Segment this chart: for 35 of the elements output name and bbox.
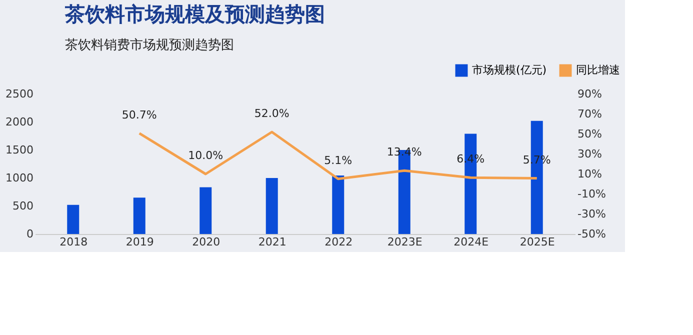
x-tick-label: 2024E — [454, 236, 489, 248]
x-tick-label: 2022 — [324, 236, 353, 248]
y2-tick-label: -50% — [578, 228, 606, 240]
x-tick-label: 2020 — [192, 236, 220, 248]
legend-label: 市场规模(亿元) — [472, 64, 547, 77]
y-tick-label: 500 — [12, 200, 34, 212]
data-label: 10.0% — [188, 149, 224, 162]
y2-tick-label: 90% — [578, 88, 602, 100]
chart-subtitle: 茶饮料销费市场规预测趋势图 — [65, 38, 234, 53]
data-label: 52.0% — [254, 107, 290, 120]
chart-title: 茶饮料市场规模及预测趋势图 — [64, 2, 326, 26]
bar — [332, 175, 344, 234]
x-tick-label: 2021 — [258, 236, 286, 248]
y-tick-label: 2500 — [6, 88, 34, 100]
x-tick-label: 2023E — [387, 236, 422, 248]
y2-tick-label: -30% — [578, 208, 606, 220]
bar — [200, 187, 212, 234]
bar — [133, 198, 146, 234]
x-tick-label: 2018 — [60, 236, 88, 248]
y-tick-label: 1000 — [6, 172, 34, 184]
y2-tick-label: 30% — [578, 148, 602, 160]
bar — [266, 178, 278, 234]
y-tick-label: 0 — [26, 228, 34, 240]
y-tick-label: 2000 — [6, 116, 34, 128]
y2-tick-label: 10% — [578, 168, 602, 180]
data-label: 5.1% — [324, 154, 352, 167]
x-tick-label: 2019 — [126, 236, 154, 248]
y2-tick-label: 70% — [578, 108, 602, 120]
legend-label: 同比增速 — [576, 64, 620, 77]
y2-tick-label: 50% — [578, 128, 602, 140]
bar — [67, 204, 80, 234]
data-label: 50.7% — [122, 108, 157, 122]
x-tick-label: 2025E — [520, 236, 555, 248]
y2-tick-label: -10% — [578, 188, 606, 200]
y-tick-label: 1500 — [6, 144, 34, 156]
